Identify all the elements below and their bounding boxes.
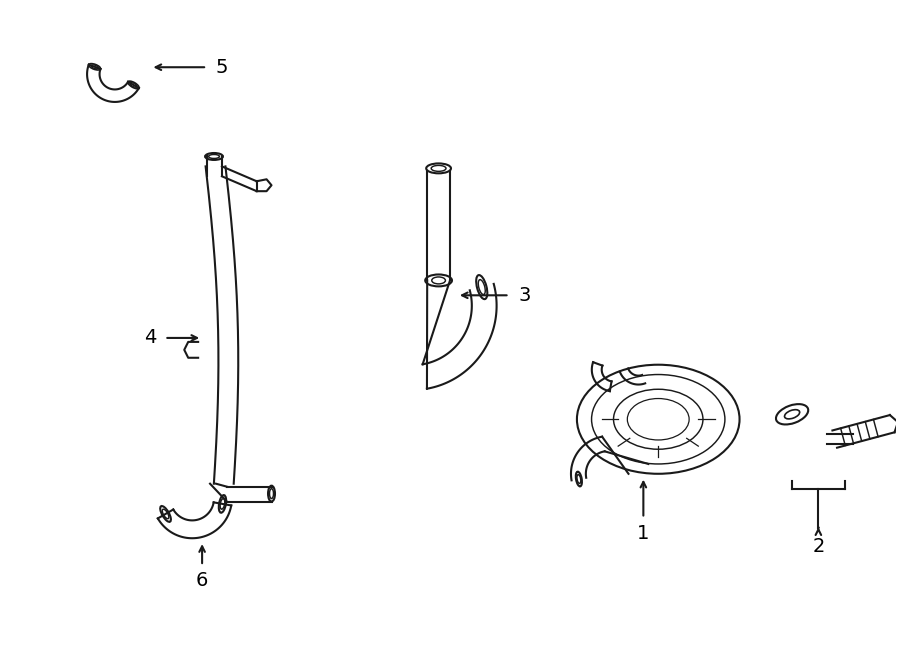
Text: 3: 3 [518, 286, 531, 305]
Text: 2: 2 [812, 537, 824, 556]
Text: 5: 5 [216, 58, 229, 77]
Text: 1: 1 [637, 524, 650, 543]
Text: 4: 4 [144, 329, 157, 348]
Text: 6: 6 [196, 571, 208, 590]
